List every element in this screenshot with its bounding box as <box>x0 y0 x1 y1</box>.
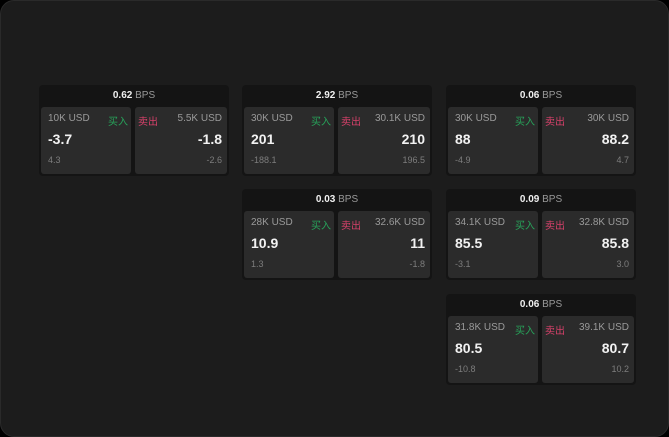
sell-price: 88.2 <box>601 131 629 147</box>
spread-unit: BPS <box>542 194 563 205</box>
spread-unit: BPS <box>542 299 563 310</box>
buy-panel[interactable]: 28K USD 买入 10.9 1.3 <box>244 211 334 278</box>
spread-value: 0.09 <box>519 194 540 205</box>
sell-label: 卖出 <box>341 221 361 232</box>
sell-price: 11 <box>410 235 425 251</box>
sell-panel[interactable]: 5.5K USD 卖出 -1.8 -2.6 <box>135 107 227 174</box>
sell-change: 3.0 <box>616 259 629 269</box>
sell-change: 4.7 <box>616 155 629 165</box>
sell-label: 卖出 <box>341 117 361 128</box>
buy-quantity: 34.1K USD <box>455 217 506 228</box>
buy-label: 买入 <box>515 117 535 128</box>
buy-price: 201 <box>251 131 275 147</box>
buy-quantity: 31.8K USD <box>455 322 506 333</box>
buy-panel[interactable]: 34.1K USD 买入 85.5 -3.1 <box>448 211 538 278</box>
buy-change: 1.3 <box>251 259 264 269</box>
sell-price: -1.8 <box>197 131 222 147</box>
quote-card: 0.06 BPS 31.8K USD 买入 80.5 -10.8 39.1K U… <box>446 294 636 385</box>
spread-unit: BPS <box>542 90 563 101</box>
buy-price: 10.9 <box>251 235 279 251</box>
buy-panel[interactable]: 31.8K USD 买入 80.5 -10.8 <box>448 316 538 383</box>
sell-quantity: 30.1K USD <box>374 113 425 124</box>
sell-price: 80.7 <box>601 340 629 356</box>
buy-price: 80.5 <box>455 340 483 356</box>
buy-change: -10.8 <box>455 364 476 374</box>
buy-label: 买入 <box>311 117 331 128</box>
quote-card: 0.62 BPS 10K USD 买入 -3.7 4.3 5.5K USD 卖出… <box>39 85 229 176</box>
sell-change: 196.5 <box>402 155 425 165</box>
sell-panel[interactable]: 39.1K USD 卖出 80.7 10.2 <box>542 316 634 383</box>
sell-change: -1.8 <box>409 259 425 269</box>
spread-unit: BPS <box>338 194 359 205</box>
buy-change: 4.3 <box>48 155 61 165</box>
spread-value: 0.62 <box>112 90 133 101</box>
sell-panel[interactable]: 30.1K USD 卖出 210 196.5 <box>338 107 430 174</box>
sell-label: 卖出 <box>138 117 158 128</box>
buy-price: 88 <box>455 131 471 147</box>
spread-unit: BPS <box>338 90 359 101</box>
sell-panel[interactable]: 32.6K USD 卖出 11 -1.8 <box>338 211 430 278</box>
buy-panel[interactable]: 30K USD 买入 201 -188.1 <box>244 107 334 174</box>
buy-panel[interactable]: 30K USD 买入 88 -4.9 <box>448 107 538 174</box>
sell-panel[interactable]: 32.8K USD 卖出 85.8 3.0 <box>542 211 634 278</box>
buy-quantity: 28K USD <box>251 217 293 228</box>
spread-unit: BPS <box>135 90 156 101</box>
spread-header: 0.06 BPS <box>446 294 636 315</box>
buy-change: -4.9 <box>455 155 471 165</box>
buy-label: 买入 <box>108 117 128 128</box>
spread-value: 0.06 <box>519 90 540 101</box>
buy-quantity: 30K USD <box>251 113 293 124</box>
sell-change: 10.2 <box>611 364 629 374</box>
buy-change: -188.1 <box>251 155 277 165</box>
sell-quantity: 32.8K USD <box>578 217 629 228</box>
buy-label: 买入 <box>515 221 535 232</box>
quote-card: 2.92 BPS 30K USD 买入 201 -188.1 30.1K USD… <box>242 85 432 176</box>
sell-quantity: 39.1K USD <box>578 322 629 333</box>
spread-header: 2.92 BPS <box>242 85 432 106</box>
buy-label: 买入 <box>515 326 535 337</box>
quote-card: 0.03 BPS 28K USD 买入 10.9 1.3 32.6K USD 卖… <box>242 189 432 280</box>
buy-price: -3.7 <box>48 131 73 147</box>
buy-change: -3.1 <box>455 259 471 269</box>
sell-change: -2.6 <box>206 155 222 165</box>
buy-price: 85.5 <box>455 235 483 251</box>
quote-card: 0.06 BPS 30K USD 买入 88 -4.9 30K USD 卖出 8… <box>446 85 636 176</box>
sell-price: 85.8 <box>601 235 629 251</box>
spread-value: 0.06 <box>519 299 540 310</box>
sell-label: 卖出 <box>545 117 565 128</box>
spread-header: 0.62 BPS <box>39 85 229 106</box>
buy-quantity: 30K USD <box>455 113 497 124</box>
sell-panel[interactable]: 30K USD 卖出 88.2 4.7 <box>542 107 634 174</box>
spread-header: 0.09 BPS <box>446 189 636 210</box>
buy-label: 买入 <box>311 221 331 232</box>
quote-card: 0.09 BPS 34.1K USD 买入 85.5 -3.1 32.8K US… <box>446 189 636 280</box>
spread-value: 0.03 <box>315 194 336 205</box>
spread-header: 0.06 BPS <box>446 85 636 106</box>
sell-label: 卖出 <box>545 221 565 232</box>
spread-header: 0.03 BPS <box>242 189 432 210</box>
buy-panel[interactable]: 10K USD 买入 -3.7 4.3 <box>41 107 131 174</box>
sell-quantity: 32.6K USD <box>374 217 425 228</box>
sell-label: 卖出 <box>545 326 565 337</box>
sell-price: 210 <box>401 131 425 147</box>
sell-quantity: 5.5K USD <box>177 113 222 124</box>
spread-value: 2.92 <box>315 90 336 101</box>
sell-quantity: 30K USD <box>587 113 629 124</box>
buy-quantity: 10K USD <box>48 113 90 124</box>
